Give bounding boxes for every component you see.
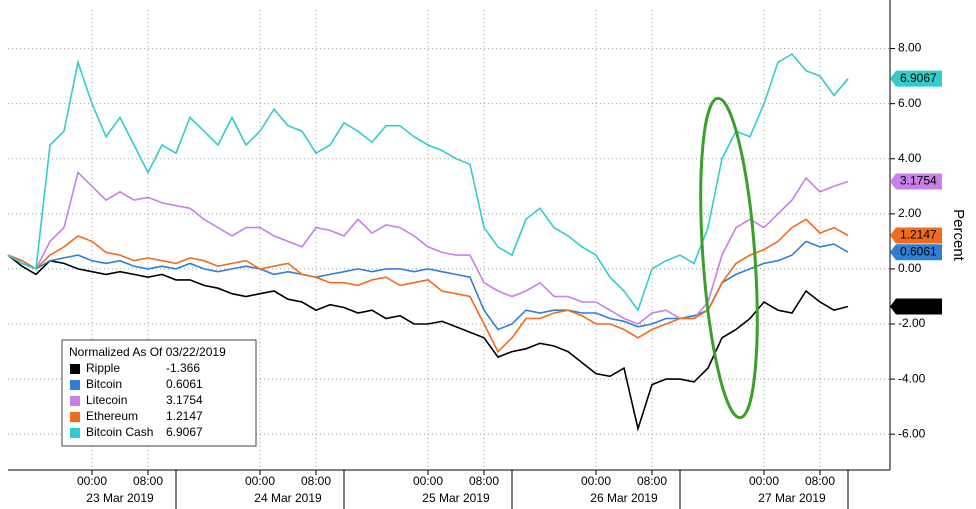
legend-label: Ethereum: [86, 409, 138, 423]
x-tick-label: 08:00: [805, 474, 835, 488]
x-tick-label: 08:00: [469, 474, 499, 488]
legend-swatch: [70, 396, 80, 406]
x-date-label: 26 Mar 2019: [590, 491, 658, 505]
legend-swatch: [70, 428, 80, 438]
legend-swatch: [70, 412, 80, 422]
legend-value: -1.366: [166, 361, 200, 375]
y-tick-label: 8.00: [898, 41, 922, 55]
x-tick-label: 08:00: [637, 474, 667, 488]
legend-swatch: [70, 380, 80, 390]
series-line: [7, 53, 849, 312]
value-tag-label: 6.9067: [900, 71, 937, 85]
x-tick-label: 00:00: [581, 474, 611, 488]
y-axis-label: Percent: [950, 209, 967, 262]
y-tick-label: -2.00: [898, 316, 926, 330]
value-tag: [890, 173, 942, 190]
x-tick-label: 08:00: [133, 474, 163, 488]
legend-label: Bitcoin: [86, 377, 122, 391]
legend: Normalized As Of 03/22/2019 Ripple -1.366…: [61, 339, 257, 447]
x-tick-label: 08:00: [301, 474, 331, 488]
x-tick-label: 00:00: [749, 474, 779, 488]
legend-title: Normalized As Of 03/22/2019: [69, 345, 226, 359]
value-tag-label: 0.6061: [900, 244, 937, 258]
legend-value: 3.1754: [166, 393, 203, 407]
value-tag: [890, 227, 942, 244]
highlight-ellipse: [699, 96, 759, 420]
x-tick-label: 00:00: [77, 474, 107, 488]
y-tick-label: 4.00: [898, 151, 922, 165]
legend-box: [61, 339, 257, 447]
legend-value: 6.9067: [166, 425, 203, 439]
x-date-label: 24 Mar 2019: [254, 491, 322, 505]
value-tag-label: 3.1754: [900, 174, 937, 188]
x-date-label: 23 Mar 2019: [86, 491, 154, 505]
value-tag-label: 1.2147: [900, 228, 937, 242]
x-tick-label: 00:00: [413, 474, 443, 488]
legend-label: Litecoin: [86, 393, 127, 407]
legend-label: Bitcoin Cash: [86, 425, 153, 439]
y-tick-label: 2.00: [898, 206, 922, 220]
legend-swatch: [70, 364, 80, 374]
x-date-label: 25 Mar 2019: [422, 491, 490, 505]
value-tag: [890, 244, 942, 261]
legend-value: 1.2147: [166, 409, 203, 423]
legend-label: Ripple: [86, 361, 120, 375]
y-tick-label: 6.00: [898, 96, 922, 110]
value-tag-label: -1.366: [900, 299, 934, 313]
y-tick-label: -6.00: [898, 426, 926, 440]
axis: -6.00 -4.00 -2.00 0.00 2.00 4.00 6.00 8.00 00:00…: [77, 41, 926, 509]
series-line: [7, 254, 849, 432]
value-tag: [890, 70, 942, 87]
value-tag: [890, 298, 942, 315]
x-date-label: 27 Mar 2019: [758, 491, 826, 505]
value-tags: -1.366 0.6061 3.1754 1.2147 6.9067: [890, 70, 942, 315]
y-tick-label: 0.00: [898, 261, 922, 275]
x-tick-label: 00:00: [245, 474, 275, 488]
legend-value: 0.6061: [166, 377, 203, 391]
y-tick-label: -4.00: [898, 371, 926, 385]
